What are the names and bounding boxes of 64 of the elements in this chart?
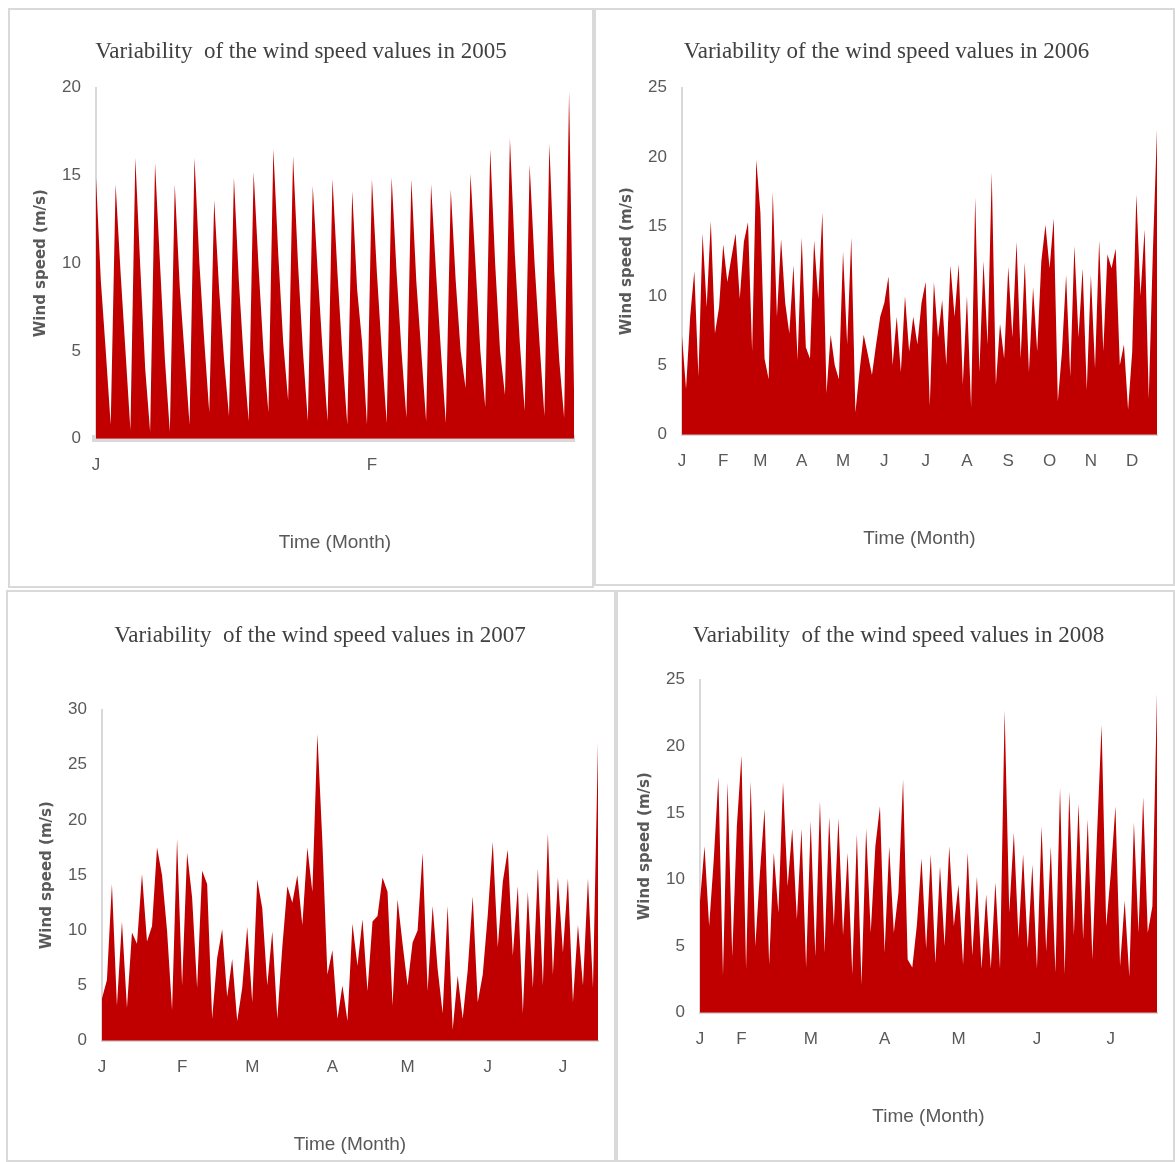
x-tick-label: J bbox=[1032, 1028, 1042, 1048]
x-tick-label: N bbox=[1084, 450, 1098, 470]
y-tick-label: 20 bbox=[647, 146, 667, 166]
x-axis-title: Time (Month) bbox=[872, 1104, 985, 1126]
x-tick-label: F bbox=[176, 1056, 188, 1076]
y-tick-label: 20 bbox=[61, 77, 81, 97]
x-tick-label: O bbox=[1042, 450, 1057, 470]
x-tick-label: J bbox=[91, 454, 101, 474]
y-tick-label: 15 bbox=[67, 864, 87, 884]
x-tick-label: M bbox=[245, 1056, 260, 1076]
chart-title: Variability of the wind speed values in 2006 bbox=[683, 37, 1090, 63]
y-tick-label: 0 bbox=[675, 1002, 685, 1022]
x-tick-label: J bbox=[1106, 1028, 1116, 1048]
y-tick-label: 0 bbox=[77, 1030, 87, 1050]
y-axis-title: Wind speed (m/s) bbox=[616, 187, 635, 336]
y-tick-label: 25 bbox=[67, 754, 87, 774]
x-tick-label: J bbox=[677, 450, 687, 470]
chart-title: Variability of the wind speed values in 2007 bbox=[114, 621, 526, 647]
y-tick-label: 10 bbox=[647, 285, 667, 305]
x-axis-title: Time (Month) bbox=[278, 530, 392, 552]
y-tick-label: 10 bbox=[67, 920, 87, 940]
y-tick-label: 15 bbox=[61, 165, 81, 185]
y-axis-title: Wind speed (m/s) bbox=[30, 189, 49, 338]
y-tick-label: 5 bbox=[657, 355, 667, 375]
x-tick-label: J bbox=[558, 1056, 568, 1076]
x-tick-label: S bbox=[1002, 450, 1014, 470]
x-tick-label: D bbox=[1126, 450, 1139, 470]
x-tick-label: A bbox=[326, 1056, 339, 1076]
y-tick-label: 30 bbox=[67, 699, 87, 719]
x-tick-label: J bbox=[921, 450, 930, 470]
y-tick-label: 25 bbox=[647, 77, 667, 97]
x-tick-label: J bbox=[880, 450, 889, 470]
y-tick-label: 20 bbox=[665, 735, 685, 755]
y-tick-label: 15 bbox=[647, 216, 667, 236]
x-tick-label: F bbox=[366, 454, 378, 474]
x-tick-label: A bbox=[796, 450, 809, 470]
y-tick-label: 20 bbox=[67, 809, 87, 829]
x-tick-label: M bbox=[803, 1028, 818, 1048]
y-axis-title: Wind speed (m/s) bbox=[36, 801, 55, 950]
x-tick-label: A bbox=[878, 1028, 891, 1048]
y-tick-label: 10 bbox=[665, 869, 685, 889]
chart-title: Variability of the wind speed values in 2005 bbox=[95, 37, 507, 63]
y-tick-label: 5 bbox=[77, 975, 87, 995]
y-tick-label: 15 bbox=[665, 802, 685, 822]
x-tick-label: J bbox=[483, 1056, 493, 1076]
y-tick-label: 0 bbox=[657, 424, 667, 444]
x-tick-label: J bbox=[97, 1056, 107, 1076]
x-axis-title: Time (Month) bbox=[863, 526, 976, 548]
x-tick-label: F bbox=[736, 1028, 747, 1048]
y-tick-label: 5 bbox=[71, 340, 81, 360]
y-tick-label: 0 bbox=[71, 428, 81, 448]
chart-title: Variability of the wind speed values in 2008 bbox=[692, 621, 1105, 647]
y-tick-label: 5 bbox=[675, 935, 685, 955]
y-tick-label: 25 bbox=[665, 669, 685, 689]
x-tick-label: M bbox=[951, 1028, 966, 1048]
x-axis-title: Time (Month) bbox=[293, 1132, 407, 1154]
x-tick-label: A bbox=[961, 450, 974, 470]
x-tick-label: F bbox=[718, 450, 729, 470]
x-tick-label: M bbox=[753, 450, 768, 470]
x-tick-label: M bbox=[400, 1056, 415, 1076]
y-tick-label: 10 bbox=[61, 252, 81, 272]
x-tick-label: J bbox=[695, 1028, 705, 1048]
y-axis-title: Wind speed (m/s) bbox=[634, 772, 653, 921]
x-tick-label: M bbox=[835, 450, 851, 470]
